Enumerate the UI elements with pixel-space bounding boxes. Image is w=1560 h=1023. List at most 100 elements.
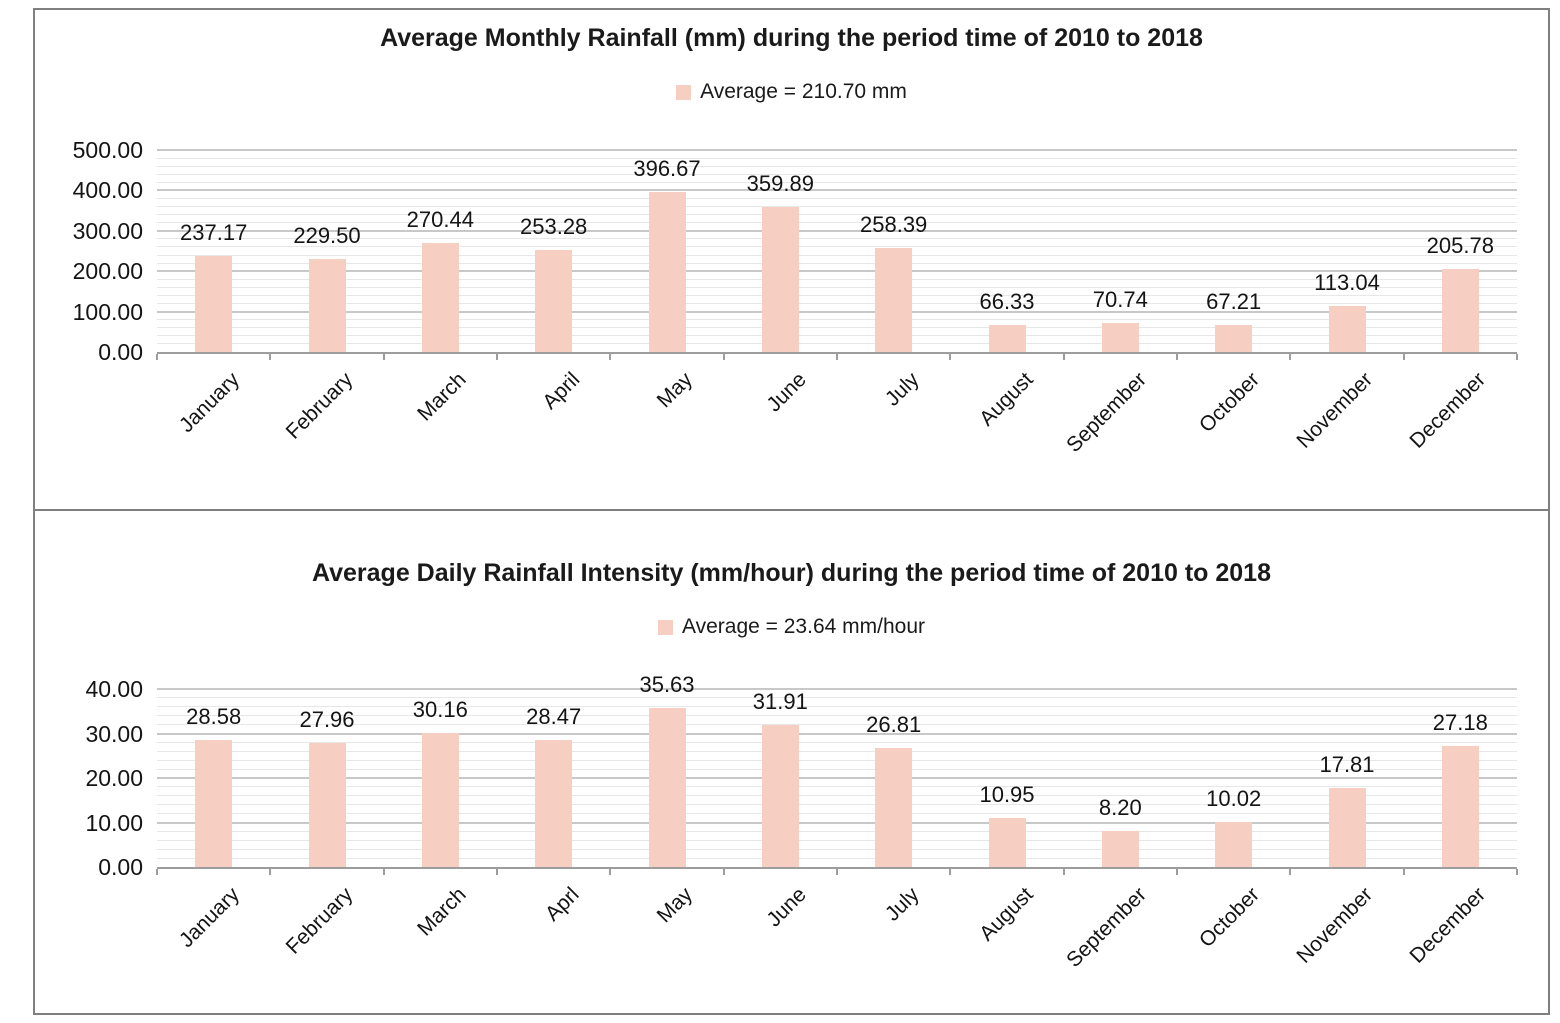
x-tick-label: January: [174, 368, 244, 438]
gridline-minor: [157, 286, 1517, 288]
chart-legend: Average = 23.64 mm/hour: [35, 615, 1548, 639]
gridline-minor: [157, 857, 1517, 859]
bar: [421, 242, 459, 352]
gridline-minor: [157, 750, 1517, 752]
x-tick-label: May: [652, 883, 698, 928]
gridline-minor: [157, 848, 1517, 850]
bar-value-label: 229.50: [293, 223, 361, 249]
chart-legend: Average = 210.70 mm: [35, 80, 1548, 104]
bar-value-label: 113.04: [1314, 270, 1380, 296]
bar-value-label: 28.47: [526, 704, 582, 730]
x-tick-label: September: [1061, 883, 1151, 972]
plot-area: 237.17 January 229.50 February 270.44 March 25…: [156, 149, 1518, 457]
axis-tick: [156, 354, 158, 360]
bar: [195, 739, 233, 867]
gridline-major: [157, 821, 1517, 824]
legend-label: Average = 23.64 mm/hour: [681, 615, 925, 638]
bar-value-label: 258.39: [860, 211, 928, 237]
chart-panel-daily-intensity: Average Daily Rainfall Intensity (mm/hou…: [33, 509, 1550, 1015]
axis-tick: [1516, 354, 1518, 360]
bar: [308, 259, 346, 352]
bar-value-label: 10.95: [979, 782, 1035, 808]
bar: [1101, 323, 1139, 352]
y-tick-label: 300.00: [72, 217, 143, 244]
axis-tick: [836, 869, 838, 875]
x-tick-label: December: [1405, 883, 1491, 968]
bar-value-label: 30.16: [412, 696, 468, 722]
gridline-minor: [157, 830, 1517, 832]
gridline-minor: [157, 319, 1517, 321]
gridline-minor: [157, 813, 1517, 815]
gridline-major: [157, 310, 1517, 313]
gridline-major: [157, 732, 1517, 735]
bar: [195, 256, 233, 352]
chart-panel-monthly-rainfall: Average Monthly Rainfall (mm) during the…: [33, 8, 1550, 511]
bar: [1328, 306, 1366, 352]
bar-value-label: 8.20: [1098, 794, 1142, 820]
bar-value-label: 27.96: [299, 706, 355, 732]
gridline-minor: [157, 706, 1517, 708]
bar-value-label: 27.18: [1432, 710, 1488, 736]
bar-value-label: 237.17: [180, 220, 248, 246]
axis-tick: [1289, 869, 1292, 875]
chart-title: Average Monthly Rainfall (mm) during the…: [380, 24, 1203, 52]
x-tick-label: October: [1194, 883, 1264, 953]
bar: [1441, 746, 1479, 867]
bar: [761, 206, 799, 352]
bar: [1215, 822, 1253, 867]
x-tick-label: June: [762, 368, 811, 417]
gridline-minor: [157, 715, 1517, 717]
chart-title: Average Daily Rainfall Intensity (mm/hou…: [311, 559, 1271, 587]
gridline-minor: [157, 795, 1517, 797]
axis-tick: [836, 354, 838, 360]
bar: [421, 732, 459, 867]
x-tick-label: April: [537, 368, 584, 414]
y-tick-label: 500.00: [72, 137, 143, 163]
gridline-minor: [157, 839, 1517, 841]
y-tick-label: 30.00: [85, 720, 143, 747]
gridline-minor: [157, 262, 1517, 264]
bar-value-label: 205.78: [1426, 232, 1494, 258]
x-tick-label: November: [1292, 368, 1378, 453]
axis-tick: [1289, 354, 1292, 360]
x-tick-label: June: [762, 883, 811, 932]
y-tick-label: 40.00: [85, 676, 143, 702]
axis-tick: [382, 354, 385, 360]
axis-tick: [949, 354, 952, 360]
gridline-minor: [157, 222, 1517, 224]
bar: [1328, 787, 1366, 867]
gridline-minor: [157, 197, 1517, 199]
gridline-minor: [157, 214, 1517, 216]
gridline-major: [157, 270, 1517, 273]
bar-value-label: 66.33: [979, 289, 1035, 315]
gridline-major: [157, 777, 1517, 779]
gridline-minor: [157, 697, 1517, 699]
bar: [988, 818, 1026, 867]
y-tick-label: 10.00: [85, 809, 143, 836]
axis-tick: [1176, 354, 1178, 360]
axis-tick: [1062, 869, 1065, 875]
bar-value-label: 253.28: [520, 213, 588, 239]
x-tick-label: November: [1292, 883, 1378, 968]
x-tick-label: March: [413, 368, 471, 426]
axis-tick: [609, 869, 612, 875]
x-tick-label: February: [281, 368, 358, 444]
x-tick-label: March: [413, 883, 471, 941]
bar-value-label: 35.63: [639, 672, 695, 698]
x-tick-label: July: [881, 883, 924, 926]
axis-tick: [722, 354, 725, 360]
y-tick-label: 200.00: [72, 258, 143, 285]
axis-tick: [949, 869, 952, 875]
x-tick-label: July: [881, 368, 924, 411]
bar: [648, 191, 686, 352]
gridline-minor: [157, 238, 1517, 240]
bar-value-label: 17.81: [1319, 751, 1375, 777]
axis-tick: [722, 869, 725, 875]
gridline-minor: [157, 165, 1517, 167]
bar-value-label: 396.67: [633, 155, 701, 181]
x-tick-label: January: [174, 883, 244, 953]
x-tick-label: September: [1061, 368, 1151, 457]
bar: [535, 249, 573, 352]
bar-value-label: 67.21: [1206, 288, 1262, 314]
bar: [1101, 830, 1139, 867]
